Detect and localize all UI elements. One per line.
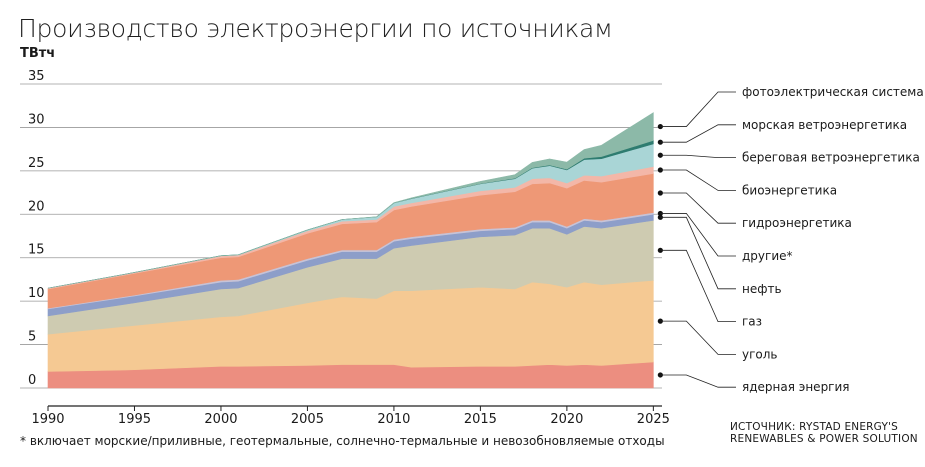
x-tick-label-1995: 1995 — [118, 412, 151, 427]
x-tick-label-2000: 2000 — [204, 412, 237, 427]
legend-leader-8 — [660, 124, 736, 143]
x-tick-label-2025: 2025 — [637, 412, 670, 427]
x-tick-label-2005: 2005 — [291, 412, 324, 427]
x-tick-label-1990: 1990 — [31, 412, 64, 427]
legend-leader-5 — [660, 192, 736, 224]
legend-leader-7 — [660, 154, 736, 159]
source-line-1: ИСТОЧНИК: RYSTAD ENERGY'S — [730, 421, 899, 433]
source-note: ИСТОЧНИК: RYSTAD ENERGY'S RENEWABLES & P… — [730, 421, 918, 445]
footnote: * включает морские/приливные, геотермаль… — [20, 434, 665, 448]
legend-label-8: морская ветроэнергетика — [742, 118, 907, 132]
y-tick-label-30: 30 — [28, 112, 45, 127]
legend-leader-9 — [660, 91, 736, 127]
legend-label-0: ядерная энергия — [742, 380, 850, 394]
legend-label-6: биоэнергетика — [742, 183, 837, 197]
y-axis-unit: ТВтч — [20, 46, 56, 61]
legend-leader-4 — [660, 213, 736, 257]
legend-leader-2 — [660, 249, 736, 323]
chart-title: Производство электроэнергии по источника… — [18, 14, 613, 43]
legend-label-2: газ — [742, 315, 762, 329]
y-tick-label-25: 25 — [28, 156, 45, 171]
legend-leader-1 — [660, 320, 736, 355]
legend-label-1: уголь — [742, 347, 778, 361]
legend-label-9: фотоэлектрическая система — [742, 85, 924, 99]
area-series-9 — [47, 112, 654, 289]
x-tick-label-2010: 2010 — [377, 412, 410, 427]
source-line-2: RENEWABLES & POWER SOLUTION — [730, 433, 918, 445]
x-tick-label-2020: 2020 — [550, 412, 583, 427]
y-tick-label-15: 15 — [28, 243, 45, 258]
x-tick-label-2015: 2015 — [464, 412, 497, 427]
legend-label-4: другие* — [742, 249, 793, 263]
legend-leader-3 — [660, 216, 736, 290]
y-tick-label-20: 20 — [28, 199, 45, 214]
legend-label-5: гидроэнергетика — [742, 216, 852, 230]
legend-leader-0 — [660, 374, 736, 388]
y-tick-label-10: 10 — [28, 286, 45, 301]
y-tick-label-0: 0 — [28, 373, 36, 388]
legend-label-3: нефть — [742, 282, 782, 296]
y-tick-label-35: 35 — [28, 69, 45, 84]
y-tick-label-5: 5 — [28, 330, 36, 345]
legend-label-7: береговая ветроэнергетика — [742, 151, 920, 165]
legend-leader-6 — [660, 169, 736, 191]
